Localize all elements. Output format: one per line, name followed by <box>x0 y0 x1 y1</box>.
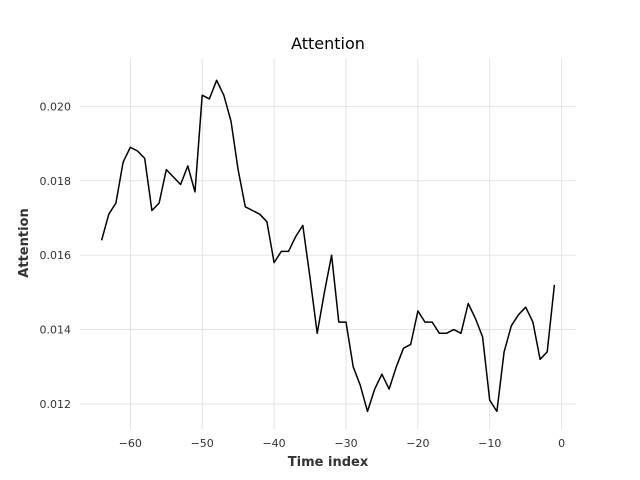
x-axis-label: Time index <box>288 455 369 470</box>
x-tick-label: −30 <box>334 437 357 450</box>
x-tick-label: −50 <box>191 437 214 450</box>
x-tick-label: 0 <box>558 437 565 450</box>
x-tick-label: −10 <box>478 437 501 450</box>
y-tick-label: 0.016 <box>40 249 72 262</box>
y-tick-label: 0.014 <box>40 324 72 337</box>
series-line <box>100 79 556 413</box>
y-tick-label: 0.012 <box>40 398 72 411</box>
series-layer <box>100 79 556 413</box>
ticks-layer: −60 −50 −40 −30 −20 −10 0 0.012 0.014 0.016 0.018 0… <box>40 100 566 450</box>
x-tick-label: −20 <box>406 437 429 450</box>
y-axis-label: Attention <box>17 208 32 277</box>
y-tick-label: 0.018 <box>40 175 72 188</box>
y-tick-label: 0.020 <box>40 100 72 113</box>
x-tick-label: −60 <box>119 437 142 450</box>
chart-title: Attention <box>291 34 365 53</box>
grid-layer <box>80 58 576 430</box>
x-tick-label: −40 <box>262 437 285 450</box>
